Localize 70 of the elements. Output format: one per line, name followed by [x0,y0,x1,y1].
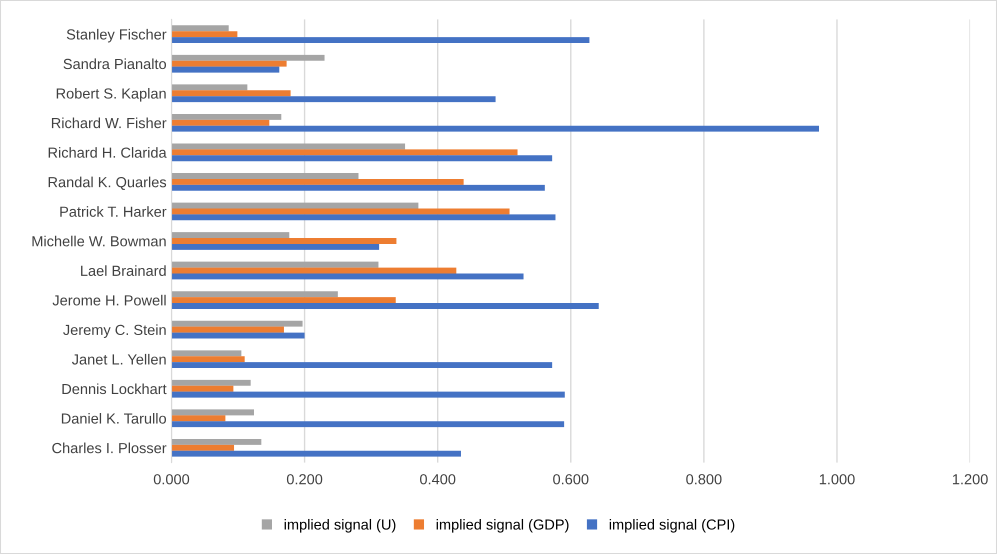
bar [171,126,820,132]
bar [171,31,238,38]
y-tick-label: Randal K. Quarles [48,176,166,190]
y-tick-label: Dennis Lockhart [62,383,167,394]
bar [171,173,358,179]
bar [171,143,406,150]
y-tick-label: Richard W. Fisher [52,118,166,128]
bar [171,438,262,445]
bar [171,120,270,126]
bar [171,332,305,338]
bar [171,90,291,96]
bar [171,37,590,44]
bar [171,444,234,451]
legend-label: implied signal (CPI) [610,518,734,533]
x-tick-label: 0.200 [286,474,322,484]
bar [171,380,251,386]
y-tick-label: Janet L. Yellen [72,354,166,365]
bar [171,149,518,156]
bar [171,386,234,392]
bar [171,320,303,327]
x-tick-label: 1.200 [952,474,988,484]
bar [171,114,282,120]
x-tick-label: 0.800 [686,474,722,484]
y-tick-label: Daniel K. Tarullo [62,412,166,424]
bar [171,350,242,356]
y-tick-label: Patrick T. Harker [60,206,166,217]
y-tick-label: Michelle W. Bowman [32,236,166,246]
bar [171,356,245,362]
bar [171,415,226,422]
y-tick-label: Lael Brainard [81,265,166,276]
y-tick-label: Charles I. Plosser [52,442,166,454]
x-tick-label: 0.400 [420,474,456,484]
bar [171,326,284,333]
bar [171,66,280,73]
bar [171,25,229,32]
bar [171,96,496,102]
y-tick-label: Sandra Pianalto [64,58,166,70]
bar [171,450,461,457]
y-tick-label: Stanley Fischer [66,28,166,42]
bar [171,202,418,208]
legend-label: implied signal (U) [284,518,396,533]
bar [171,238,396,244]
bar [171,232,290,238]
bar [171,178,464,185]
bar [171,184,545,191]
bar [171,273,524,280]
bar [171,268,456,274]
bar [171,421,564,428]
bar [171,303,599,309]
y-tick-label: Richard H. Clarida [48,147,167,158]
bar [171,362,552,368]
bar [171,297,396,304]
bar [171,409,254,416]
x-tick-label: 0.600 [553,474,588,484]
bar [171,54,325,61]
bar [171,392,565,398]
bar [171,262,378,268]
bar [171,208,510,214]
legend-label: implied signal (GDP) [436,518,569,533]
y-tick-label: Jeremy C. Stein [63,324,166,338]
x-tick-label: 1.000 [820,474,855,484]
y-tick-label: Robert S. Kaplan [56,88,166,102]
x-tick-label: 0.000 [154,474,190,484]
bar [171,155,552,162]
bar [171,244,380,250]
bar [171,60,287,67]
bar [171,214,556,220]
y-tick-label: Jerome H. Powell [52,294,166,306]
bar [171,84,248,90]
bar [171,291,338,298]
